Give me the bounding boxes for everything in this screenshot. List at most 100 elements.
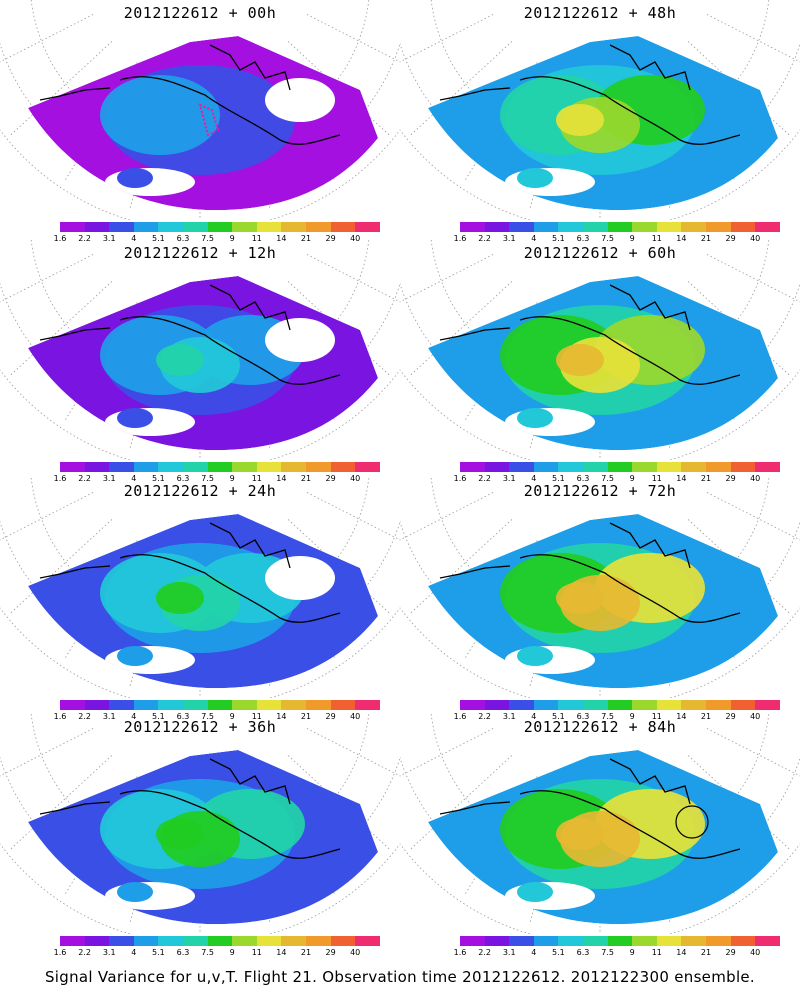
colorbar-cell xyxy=(484,936,510,946)
colorbar-cell xyxy=(558,222,583,232)
colorbar-tick-label: 3.1 xyxy=(102,234,116,243)
colorbar-tick-label: 4 xyxy=(131,948,137,957)
colorbar-labels: 1.6 2.2 3.1 4 5.1 6.3 7.5 9 11 14 21 29 40 xyxy=(454,234,761,244)
panel-title: 2012122612 + 48h xyxy=(523,4,677,22)
colorbar-tick-label: 40 xyxy=(750,474,761,483)
colorbar-tick-label: 1.6 xyxy=(53,474,67,483)
colorbar-tick-label: 21 xyxy=(700,712,712,721)
colorbar-cell xyxy=(533,700,559,710)
colorbar-cell xyxy=(232,700,257,710)
colorbar-cell xyxy=(355,700,380,710)
polar-map xyxy=(0,714,400,934)
polar-map xyxy=(400,478,800,698)
colorbar-tick-label: 3.1 xyxy=(502,234,516,243)
colorbar-cell xyxy=(355,462,380,472)
colorbar-tick-label: 1.6 xyxy=(53,948,67,957)
map-panel: 2012122612 + 36h 1.6 2.2 3.1 4 5.1 6.3 7.5 9 11 14… xyxy=(0,714,400,957)
colorbar-tick-label: 1.6 xyxy=(53,712,67,721)
colorbar-tick-label: 6.3 xyxy=(576,712,590,721)
colorbar-tick-label: 40 xyxy=(350,712,361,721)
colorbar-cell xyxy=(109,936,134,946)
colorbar-tick-label: 9 xyxy=(629,948,635,957)
panel-title: 2012122612 + 24h xyxy=(123,482,277,500)
colorbar-cell xyxy=(484,700,510,710)
panel-title: 2012122612 + 36h xyxy=(123,718,277,736)
colorbar-cell xyxy=(509,462,534,472)
colorbar-tick-label: 14 xyxy=(276,474,287,483)
colorbar-labels: 1.6 2.2 3.1 4 5.1 6.3 7.5 9 11 14 21 29 40 xyxy=(54,948,361,958)
colorbar-cell xyxy=(533,936,559,946)
colorbar-tick-label: 2.2 xyxy=(78,234,91,243)
colorbar-cell xyxy=(656,222,682,232)
colorbar-tick-label: 14 xyxy=(676,474,687,483)
colorbar-cell xyxy=(305,462,331,472)
colorbar-labels: 1.6 2.2 3.1 4 5.1 6.3 7.5 9 11 14 21 29 40 xyxy=(54,474,361,484)
colorbar-cell xyxy=(305,936,331,946)
polar-map xyxy=(400,0,800,220)
colorbar-tick-label: 7.5 xyxy=(601,234,614,243)
colorbar-labels: 1.6 2.2 3.1 4 5.1 6.3 7.5 9 11 14 21 29 40 xyxy=(454,948,761,958)
colorbar-cell xyxy=(705,462,731,472)
colorbar-cell xyxy=(632,700,657,710)
colorbar-cell xyxy=(281,462,306,472)
map-panel: 2012122612 + 72h 1.6 2.2 3.1 4 5.1 6.3 7.5 9 11 14… xyxy=(400,478,800,721)
colorbar-tick-label: 2.2 xyxy=(478,712,491,721)
colorbar-cell xyxy=(533,462,559,472)
colorbar-cell xyxy=(207,936,233,946)
colorbar-tick-label: 21 xyxy=(700,234,712,243)
colorbar-tick-label: 6.3 xyxy=(576,474,590,483)
colorbar-tick-label: 3.1 xyxy=(102,948,116,957)
colorbar-tick-label: 11 xyxy=(251,712,262,721)
colorbar-cell xyxy=(109,700,134,710)
colorbar-tick-label: 2.2 xyxy=(478,948,491,957)
colorbar-tick-label: 11 xyxy=(251,948,262,957)
colorbar-tick-label: 6.3 xyxy=(176,234,190,243)
map-panel: 2012122612 + 84h 1.6 2.2 3.1 4 5.1 6.3 7.5 9 11 14… xyxy=(400,714,800,957)
colorbar-tick-label: 3.1 xyxy=(502,474,516,483)
colorbar-tick-label: 11 xyxy=(651,234,662,243)
colorbar-tick-label: 5.1 xyxy=(552,948,565,957)
colorbar-cell xyxy=(558,462,583,472)
colorbar-tick-label: 29 xyxy=(725,948,736,957)
colorbar xyxy=(460,700,780,710)
colorbar-tick-label: 7.5 xyxy=(201,474,214,483)
colorbar-tick-label: 21 xyxy=(700,948,712,957)
colorbar-tick-label: 5.1 xyxy=(152,948,165,957)
colorbar-tick-label: 5.1 xyxy=(552,474,565,483)
colorbar-cell xyxy=(755,222,780,232)
colorbar-tick-label: 14 xyxy=(276,234,287,243)
colorbar-cell xyxy=(582,700,608,710)
colorbar-cell xyxy=(632,462,657,472)
colorbar-cell xyxy=(460,222,485,232)
colorbar-tick-label: 9 xyxy=(629,474,635,483)
colorbar-cell xyxy=(730,936,756,946)
colorbar-cell xyxy=(607,936,633,946)
colorbar-tick-label: 11 xyxy=(251,234,262,243)
colorbar-cell xyxy=(60,462,85,472)
colorbar-cell xyxy=(158,936,183,946)
colorbar-tick-label: 40 xyxy=(750,712,761,721)
colorbar-tick-label: 1.6 xyxy=(453,712,467,721)
colorbar-cell xyxy=(133,936,159,946)
colorbar-tick-label: 21 xyxy=(700,474,712,483)
colorbar-cell xyxy=(182,700,208,710)
colorbar-tick-label: 14 xyxy=(276,948,287,957)
panel-title: 2012122612 + 60h xyxy=(523,244,677,262)
colorbar-cell xyxy=(509,936,534,946)
colorbar-tick-label: 7.5 xyxy=(601,712,614,721)
colorbar-tick-label: 5.1 xyxy=(552,234,565,243)
colorbar-tick-label: 4 xyxy=(131,712,137,721)
colorbar xyxy=(460,936,780,946)
colorbar-cell xyxy=(232,222,257,232)
colorbar-tick-label: 5.1 xyxy=(152,234,165,243)
colorbar-tick-label: 2.2 xyxy=(78,474,91,483)
panel-title: 2012122612 + 72h xyxy=(523,482,677,500)
colorbar-cell xyxy=(755,462,780,472)
colorbar-cell xyxy=(256,936,282,946)
polar-map xyxy=(0,240,400,460)
colorbar-cell xyxy=(158,700,183,710)
colorbar-tick-label: 40 xyxy=(750,234,761,243)
colorbar xyxy=(460,222,780,232)
polar-map xyxy=(400,240,800,460)
colorbar-tick-label: 6.3 xyxy=(176,712,190,721)
